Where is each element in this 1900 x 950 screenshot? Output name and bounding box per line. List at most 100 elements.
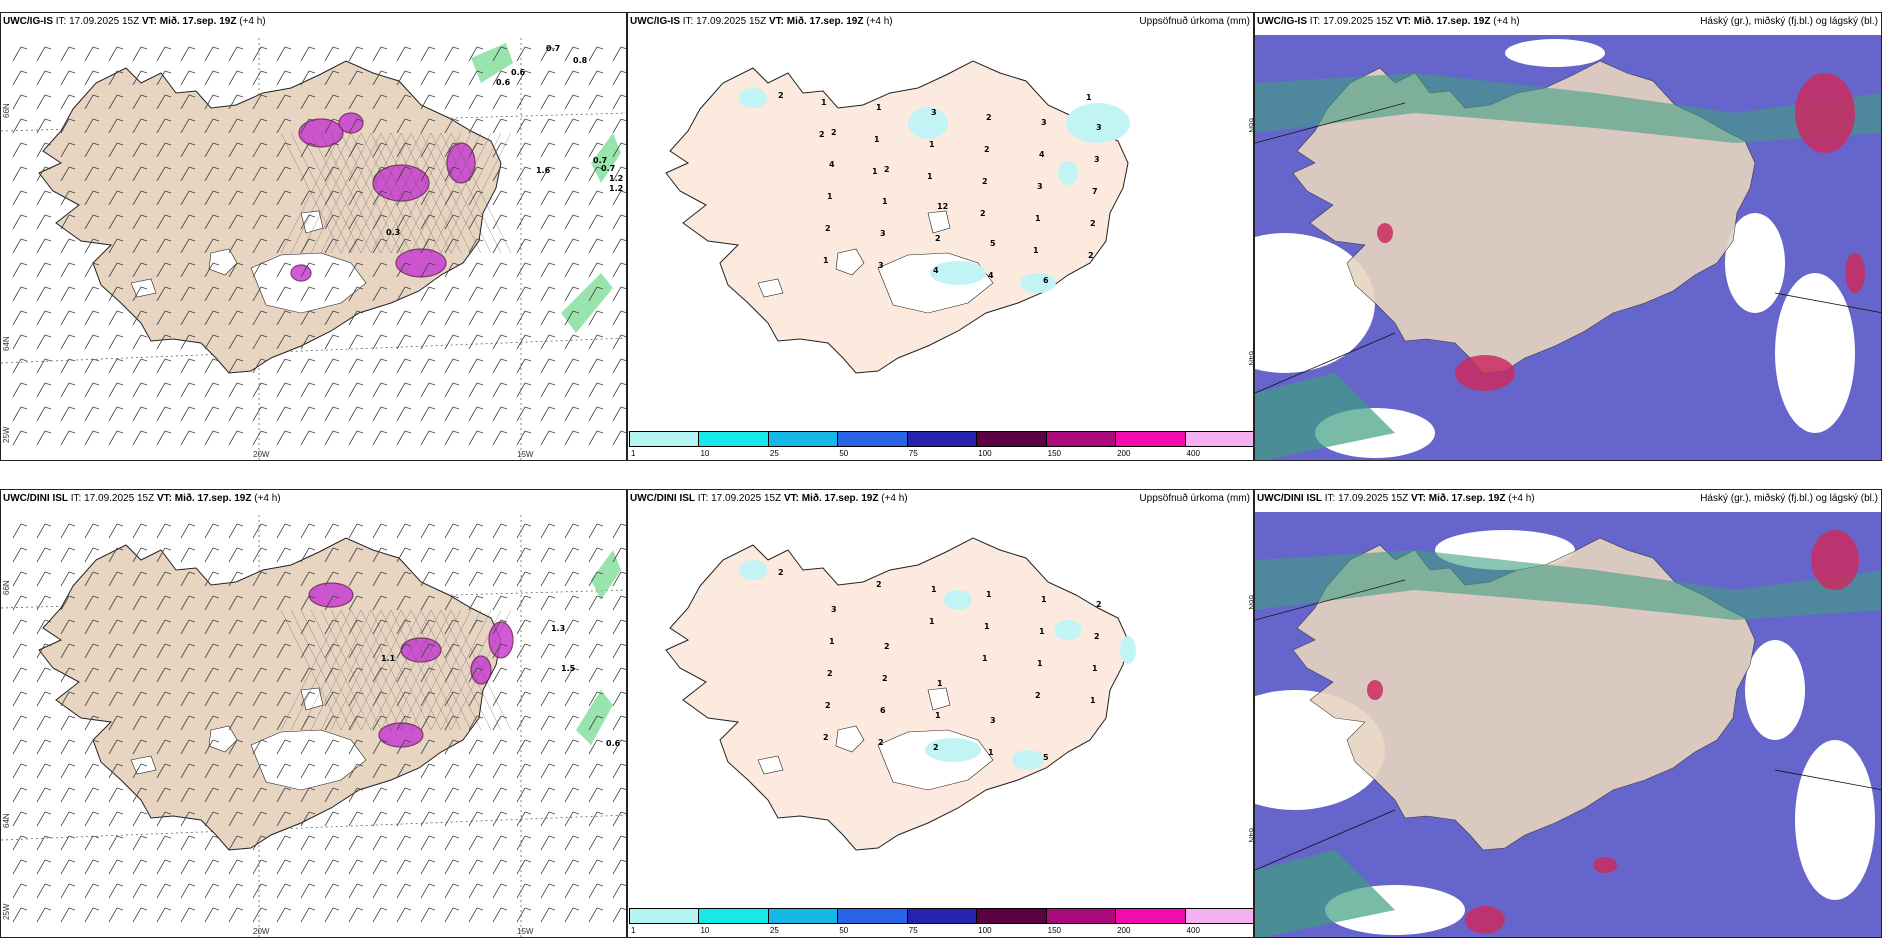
- wind-barb: [204, 907, 220, 923]
- precip-green-area: [591, 133, 621, 183]
- cloud-map-panel-row1: UWC/IG-IS IT: 17.09.2025 15Z VT: Mið. 17…: [1254, 12, 1882, 461]
- precip-map-header: UWC/IG-IS IT: 17.09.2025 15Z VT: Mið. 17…: [630, 16, 893, 27]
- wind-barb: [228, 406, 244, 422]
- wind-barb: [108, 907, 124, 923]
- wind-barb: [180, 94, 196, 110]
- wind-barb: [444, 571, 460, 587]
- wind-barb: [564, 358, 580, 374]
- wind-barb: [36, 763, 52, 779]
- wind-barb: [276, 358, 292, 374]
- wind-barb: [444, 811, 460, 827]
- colorbar-tick-label: 25: [769, 449, 779, 458]
- wind-barb: [156, 523, 172, 539]
- wind-barb: [612, 358, 626, 374]
- wind-barb: [108, 262, 124, 278]
- wind-barb: [252, 835, 268, 851]
- wind-barb: [396, 523, 412, 539]
- wind-barb: [36, 166, 52, 182]
- wind-barb: [252, 571, 268, 587]
- wind-barb: [420, 118, 436, 134]
- wind-barb: [276, 406, 292, 422]
- wind-barb: [228, 595, 244, 611]
- wind-barb: [180, 691, 196, 707]
- wind-barb: [300, 571, 316, 587]
- wind-barb: [324, 358, 340, 374]
- wind-barb: [252, 358, 268, 374]
- wind-barb: [588, 94, 604, 110]
- wind-barb: [132, 571, 148, 587]
- wind-barb: [204, 46, 220, 62]
- model-name: UWC/DINI ISL: [1257, 493, 1322, 504]
- precip-cyan-area: [1020, 273, 1056, 293]
- colorbar-segment: [1045, 908, 1117, 924]
- wind-barb: [396, 406, 412, 422]
- wind-barb: [108, 667, 124, 683]
- wind-barb: [60, 238, 76, 254]
- wind-barb: [468, 715, 484, 731]
- wind-barb: [36, 358, 52, 374]
- wind-barb: [564, 859, 580, 875]
- wind-barb: [276, 835, 292, 851]
- wind-barb: [108, 334, 124, 350]
- wind-barb: [324, 595, 340, 611]
- wind-barb: [324, 763, 340, 779]
- wind-barb: [300, 382, 316, 398]
- wind-barb: [324, 667, 340, 683]
- precip-amount-label: 5: [1043, 753, 1049, 762]
- precip-amount-label: 2: [884, 165, 890, 174]
- iceland-landmass: [38, 537, 502, 851]
- colorbar-segment: [1115, 908, 1186, 924]
- wind-barb: [180, 190, 196, 206]
- wind-barb: [588, 214, 604, 230]
- wind-barb: [348, 430, 364, 446]
- wind-barb: [228, 118, 244, 134]
- wind-barb: [228, 763, 244, 779]
- wind-barb: [612, 430, 626, 446]
- wind-barb: [468, 595, 484, 611]
- wind-barb: [108, 883, 124, 899]
- wind-barb: [300, 787, 316, 803]
- wind-barb: [132, 907, 148, 923]
- wind-barb: [516, 286, 532, 302]
- wind-barb: [228, 547, 244, 563]
- wind-barb: [252, 118, 268, 134]
- wind-barb: [324, 310, 340, 326]
- wind-barb: [180, 166, 196, 182]
- precip-amount-label: 3: [831, 605, 837, 614]
- glacier: [835, 248, 865, 276]
- lead-time: (+4 h): [881, 493, 908, 504]
- wind-barb: [492, 667, 508, 683]
- wind-barb: [396, 118, 412, 134]
- wind-barb: [300, 70, 316, 86]
- colorbar-segment: [906, 431, 978, 447]
- wind-barb: [324, 883, 340, 899]
- precip-amount-label: 7: [1092, 187, 1098, 196]
- precip-amount-label: 2: [884, 642, 890, 651]
- wind-barb: [204, 118, 220, 134]
- wind-barb: [564, 286, 580, 302]
- wind-barb: [564, 118, 580, 134]
- wind-barb: [84, 595, 100, 611]
- wind-barb: [132, 382, 148, 398]
- wind-barb: [540, 214, 556, 230]
- wind-barb: [468, 835, 484, 851]
- wind-barb: [60, 286, 76, 302]
- wind-barb: [300, 310, 316, 326]
- wind-barb: [468, 190, 484, 206]
- wind-barb: [276, 811, 292, 827]
- wind-barb: [348, 382, 364, 398]
- wind-barb: [324, 787, 340, 803]
- wind-barb: [204, 643, 220, 659]
- wind-barb: [324, 523, 340, 539]
- precip-amount-label: 2: [984, 145, 990, 154]
- wind-barb: [12, 691, 28, 707]
- wind-barb: [444, 166, 460, 182]
- wind-barb: [276, 46, 292, 62]
- colorbar-tick-label: 1: [631, 926, 636, 935]
- wind-barb: [588, 859, 604, 875]
- mid-cloud-band: [1255, 73, 1881, 143]
- wind-barb: [300, 595, 316, 611]
- wind-barb: [300, 739, 316, 755]
- wind-barb: [36, 859, 52, 875]
- wind-barb: [492, 46, 508, 62]
